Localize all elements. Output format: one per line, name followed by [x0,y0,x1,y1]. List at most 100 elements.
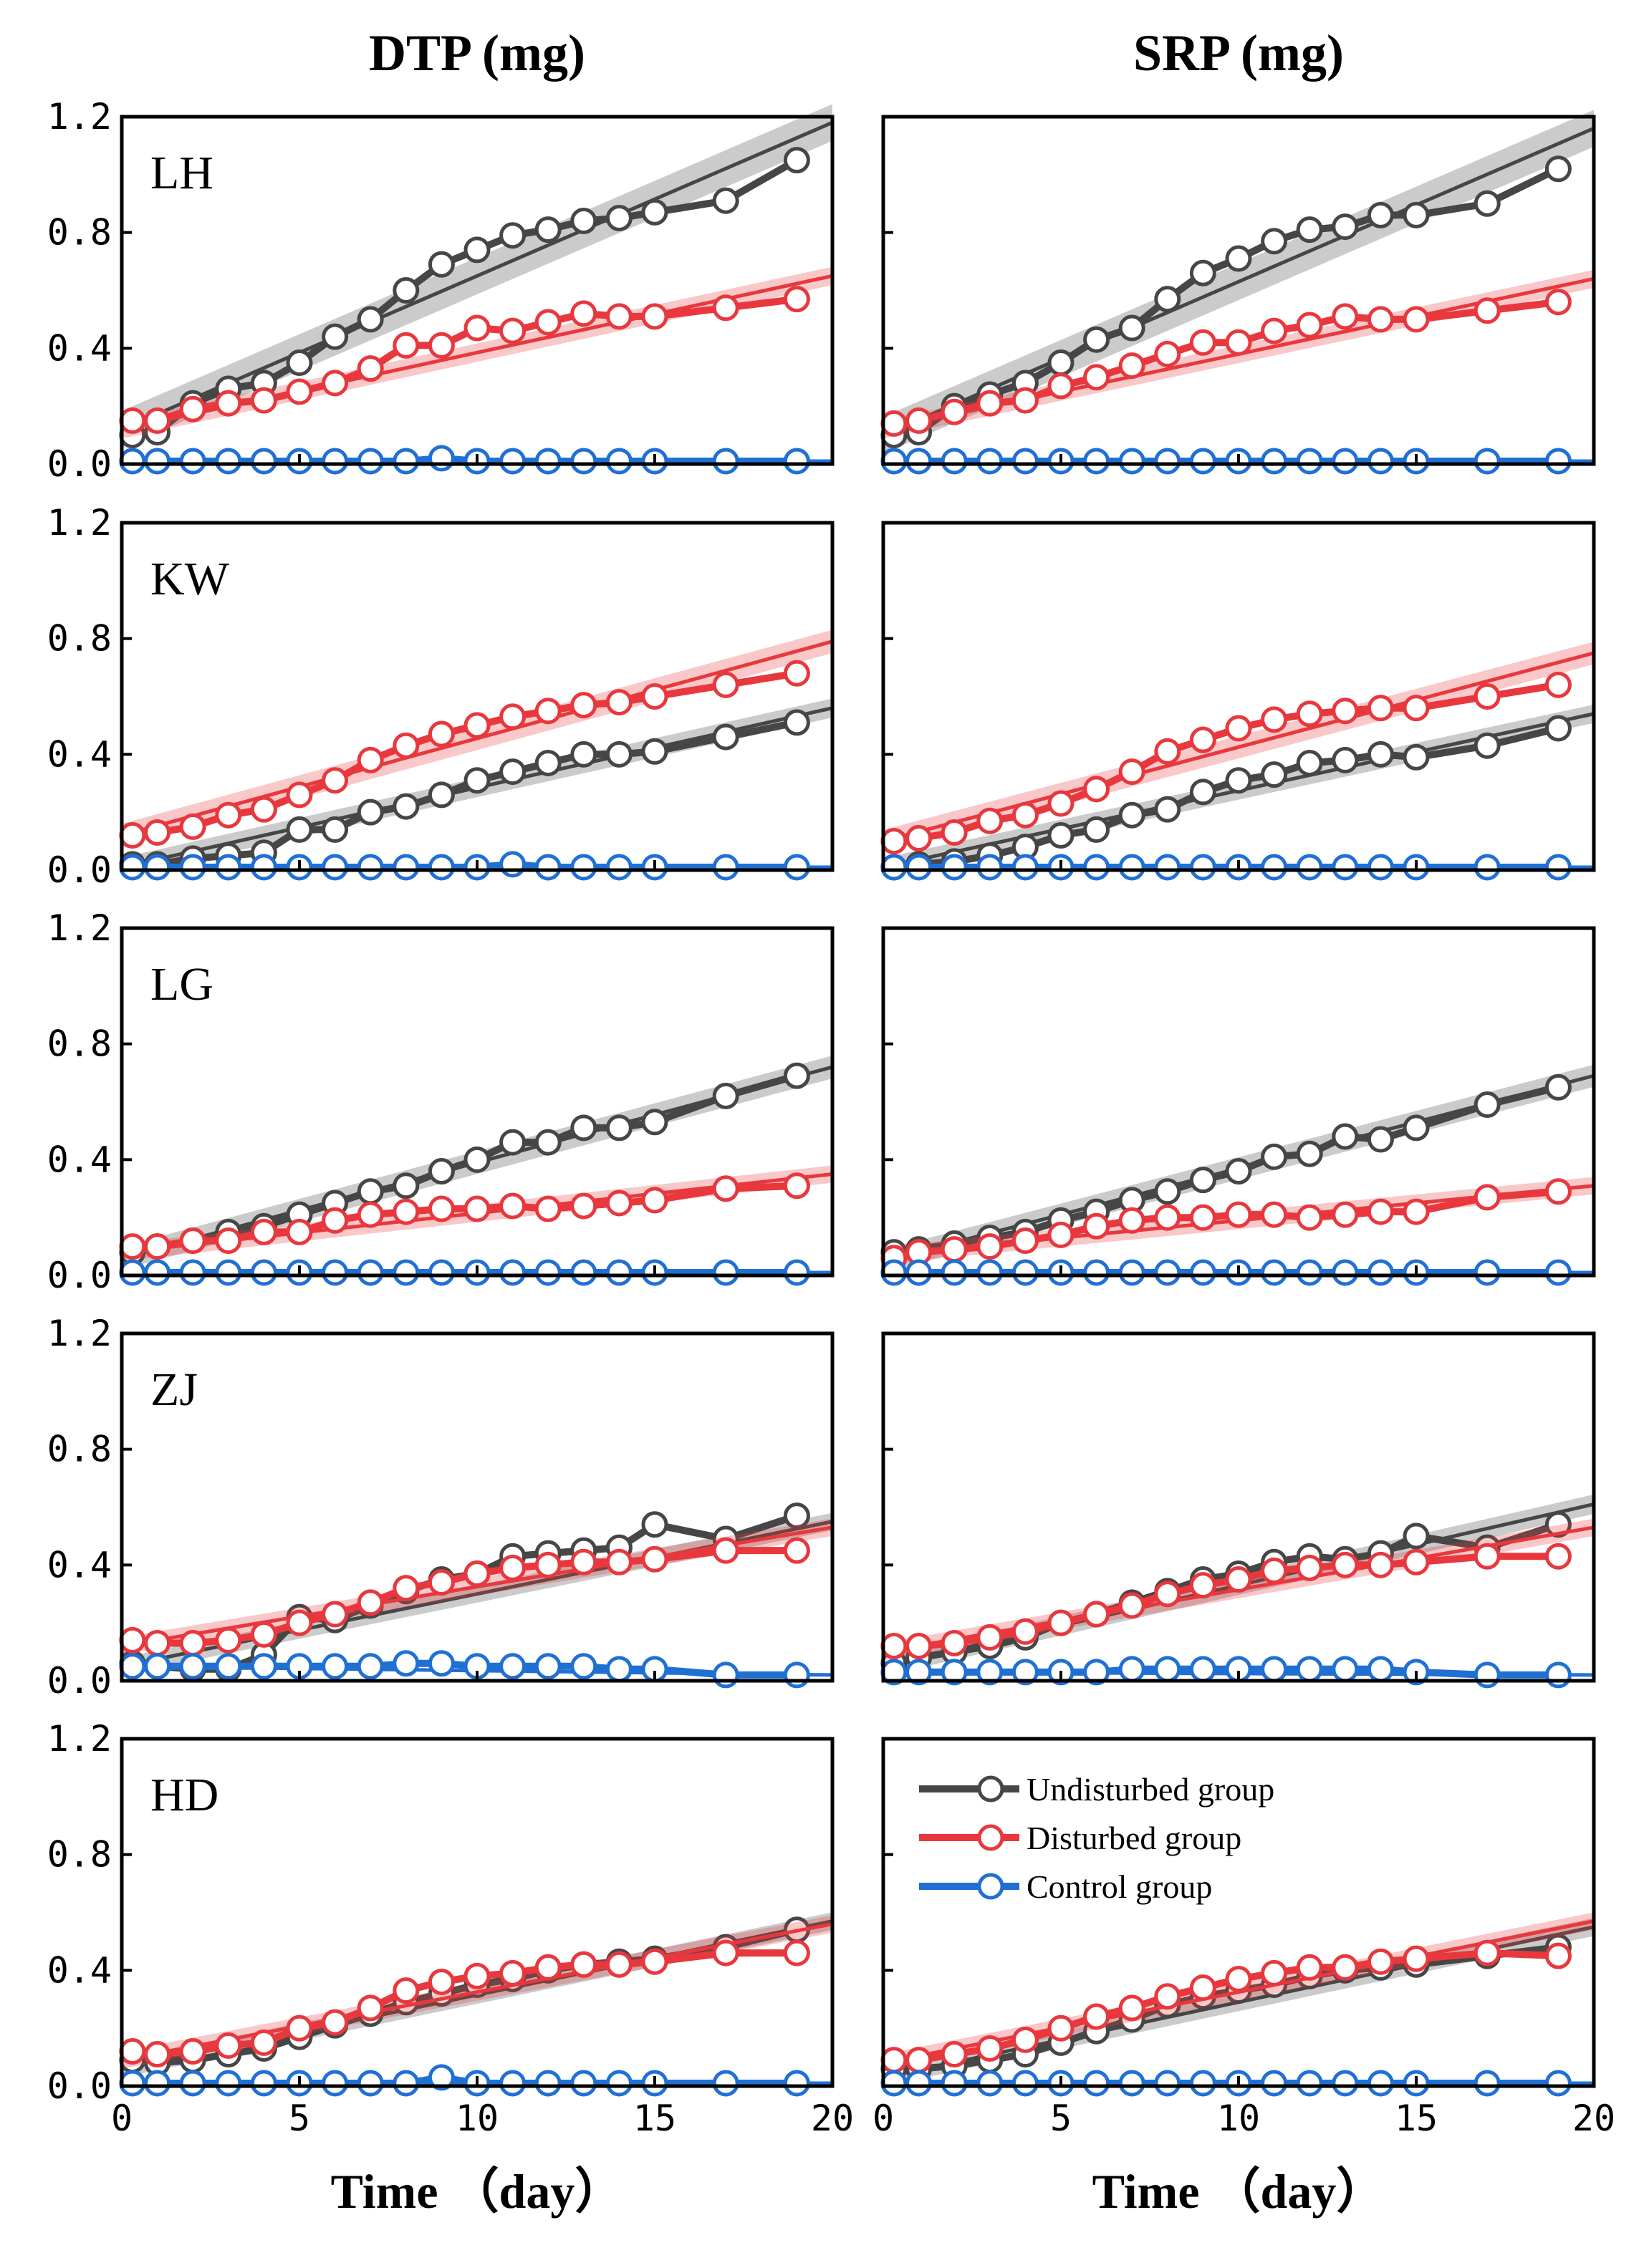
data-point-undisturbed [1367,1126,1394,1153]
data-point-undisturbed [1332,1123,1359,1150]
data-point-disturbed [605,303,633,330]
x-axis-label: Time （day） [1092,2164,1385,2219]
data-point-control [534,854,562,881]
data-point-control [1189,1259,1216,1286]
data-point-control [250,2070,277,2097]
data-point-disturbed [1367,306,1394,333]
data-point-disturbed [976,1233,1004,1260]
y-tick-label: 0.0 [47,1660,112,1702]
series-disturbed [119,266,833,439]
data-point-disturbed [1544,671,1572,698]
data-point-undisturbed [428,1158,455,1184]
data-point-disturbed [119,1626,146,1654]
data-point-undisturbed [1403,1523,1430,1550]
data-point-disturbed [1189,1974,1216,2002]
data-point-control [712,2070,739,2097]
data-point-control [119,448,146,475]
data-point-disturbed [641,1545,668,1573]
data-point-control [357,2070,384,2097]
data-point-disturbed [605,1190,633,1217]
data-point-control [1367,448,1394,475]
data-point-undisturbed [322,816,349,843]
data-point-control [144,448,171,475]
data-point-control [428,1650,455,1677]
data-point-undisturbed [1261,1143,1288,1170]
data-point-undisturbed [605,1114,633,1142]
data-point-control [250,448,277,475]
data-point-disturbed [286,1609,313,1636]
column-title: DTP (mg) [369,24,585,82]
series-control [880,854,1594,881]
data-point-control [1154,854,1181,881]
data-point-disturbed [605,689,633,716]
data-point-control [250,854,277,881]
data-point-control [1332,2070,1359,2097]
data-point-control [1261,1259,1288,1286]
data-point-control [1083,854,1110,881]
data-point-control [976,1259,1004,1286]
data-point-control [1332,854,1359,881]
data-point-control [1154,1259,1181,1286]
data-point-undisturbed [783,709,810,736]
data-point-disturbed [1011,1618,1039,1645]
data-point-control [1189,854,1216,881]
data-point-control [1154,448,1181,475]
data-point-undisturbed [641,198,668,226]
data-point-disturbed [976,390,1004,417]
data-point-disturbed [357,746,384,773]
data-point-undisturbed [712,723,739,751]
series-control [119,1259,832,1286]
data-point-control [215,1259,242,1286]
data-point-control [144,1259,171,1286]
data-point-control [393,2070,420,2097]
series-undisturbed [880,110,1595,454]
x-tick-label: 20 [1572,2098,1615,2139]
data-point-control [1118,1259,1145,1286]
data-point-control [1544,854,1572,881]
data-point-disturbed [499,703,527,730]
data-point-control [322,854,349,881]
data-point-disturbed [1403,1198,1430,1225]
data-point-control [976,854,1004,881]
data-point-control [941,2070,968,2097]
data-point-disturbed [357,1589,384,1616]
data-point-control [144,854,171,881]
data-point-disturbed [712,1939,739,1967]
data-point-disturbed [463,1962,491,1989]
data-point-control [322,1653,349,1680]
data-point-undisturbed [783,1502,810,1530]
y-tick-label: 0.8 [47,1834,112,1876]
data-point-disturbed [428,1569,455,1596]
data-point-disturbed [463,1195,491,1222]
data-point-control [179,448,206,475]
y-tick-label: 0.4 [47,1949,112,1991]
data-point-control [1544,2070,1572,2097]
data-point-disturbed [463,1560,491,1587]
y-tick-label: 0.8 [47,1023,112,1065]
data-point-control [570,1259,597,1286]
data-point-undisturbed [1261,761,1288,788]
data-point-control [1544,1661,1572,1689]
data-point-disturbed [1083,364,1110,391]
data-point-disturbed [428,332,455,359]
data-point-control [250,1653,277,1680]
data-point-undisturbed [1403,743,1430,771]
data-point-disturbed [1403,1548,1430,1575]
data-point-disturbed [119,1233,146,1260]
data-point-control [1083,1259,1110,1286]
data-point-control [393,1259,420,1286]
data-point-undisturbed [1154,286,1181,313]
data-point-undisturbed [428,781,455,809]
data-point-undisturbed [499,758,527,786]
data-point-disturbed [1544,1942,1572,1969]
data-point-control [1296,854,1323,881]
data-point-control [1189,1656,1216,1683]
y-tick-label: 0.4 [47,327,112,369]
data-point-control [215,854,242,881]
data-point-disturbed [286,378,313,405]
data-point-undisturbed [570,1114,597,1142]
data-point-control [1367,854,1394,881]
data-point-control [179,2070,206,2097]
data-point-disturbed [357,355,384,382]
data-point-control [428,1259,455,1286]
